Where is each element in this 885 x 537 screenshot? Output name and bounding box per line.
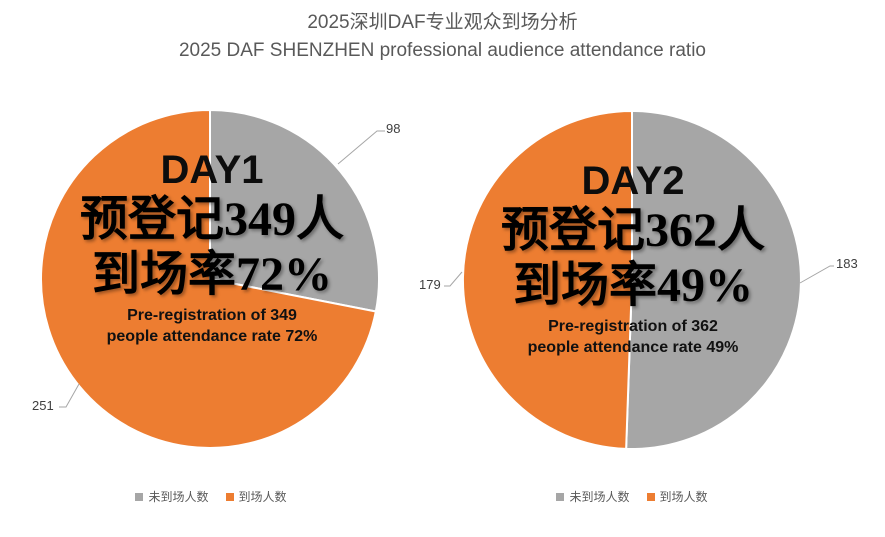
- day2-caption-en-line2: people attendance rate 49%: [527, 339, 739, 356]
- legend-label-noshow: 未到场人数: [148, 490, 209, 504]
- day1-label: DAY1: [160, 148, 264, 192]
- legend-item-noshow[interactable]: 未到场人数: [135, 490, 209, 504]
- legend-day1: 未到场人数 到场人数: [40, 490, 382, 504]
- data-label-day2-noshow[interactable]: 183: [836, 256, 858, 271]
- day2-caption-en-line1: Pre-registration of 362: [548, 318, 718, 335]
- legend-item-attended[interactable]: 到场人数: [646, 490, 708, 504]
- data-label-day1-noshow[interactable]: 98: [386, 121, 401, 136]
- chart-title-cn: 2025深圳DAF专业观众到场分析: [307, 12, 578, 33]
- legend-item-attended[interactable]: 到场人数: [225, 490, 287, 504]
- pie-slice-day2-1[interactable]: [461, 110, 633, 450]
- pie-slice-day1-1[interactable]: [40, 109, 377, 449]
- legend-label-attended: 到场人数: [238, 490, 287, 504]
- pie-chart-day2[interactable]: [461, 109, 803, 451]
- center-text-day2: DAY2 预登记362人 到场率49% Pre-registration of …: [453, 159, 813, 358]
- legend-item-noshow[interactable]: 未到场人数: [556, 490, 630, 504]
- legend-swatch-orange-icon: [225, 493, 234, 501]
- pie-chart-day1[interactable]: [39, 108, 381, 450]
- day1-caption-en-line2: people attendance rate 72%: [106, 328, 318, 345]
- legend-label-attended: 到场人数: [659, 490, 708, 504]
- legend-swatch-gray-icon: [135, 493, 144, 501]
- center-text-day1: DAY1 预登记349人 到场率72% Pre-registration of …: [32, 148, 392, 347]
- day1-attendance-rate-zh: 到场率72%: [91, 248, 332, 301]
- data-label-day2-attended[interactable]: 179: [419, 277, 441, 292]
- data-label-day1-attended[interactable]: 251: [32, 398, 54, 413]
- chart-title-en: 2025 DAF SHENZHEN professional audience …: [178, 40, 706, 61]
- day1-caption-en-line1: Pre-registration of 349: [127, 307, 297, 324]
- day1-preregistration-zh: 预登记349人: [79, 193, 344, 246]
- day2-attendance-rate-zh: 到场率49%: [512, 259, 753, 312]
- day2-preregistration-zh: 预登记362人: [500, 204, 765, 257]
- legend-label-noshow: 未到场人数: [569, 490, 630, 504]
- legend-swatch-gray-icon: [556, 493, 565, 501]
- pie-slice-day1-0[interactable]: [209, 109, 380, 313]
- legend-swatch-orange-icon: [646, 493, 655, 501]
- day2-label: DAY2: [581, 159, 685, 203]
- legend-day2: 未到场人数 到场人数: [461, 490, 803, 504]
- chart-title: 2025深圳DAF专业观众到场分析 2025 DAF SHENZHEN prof…: [0, 9, 885, 65]
